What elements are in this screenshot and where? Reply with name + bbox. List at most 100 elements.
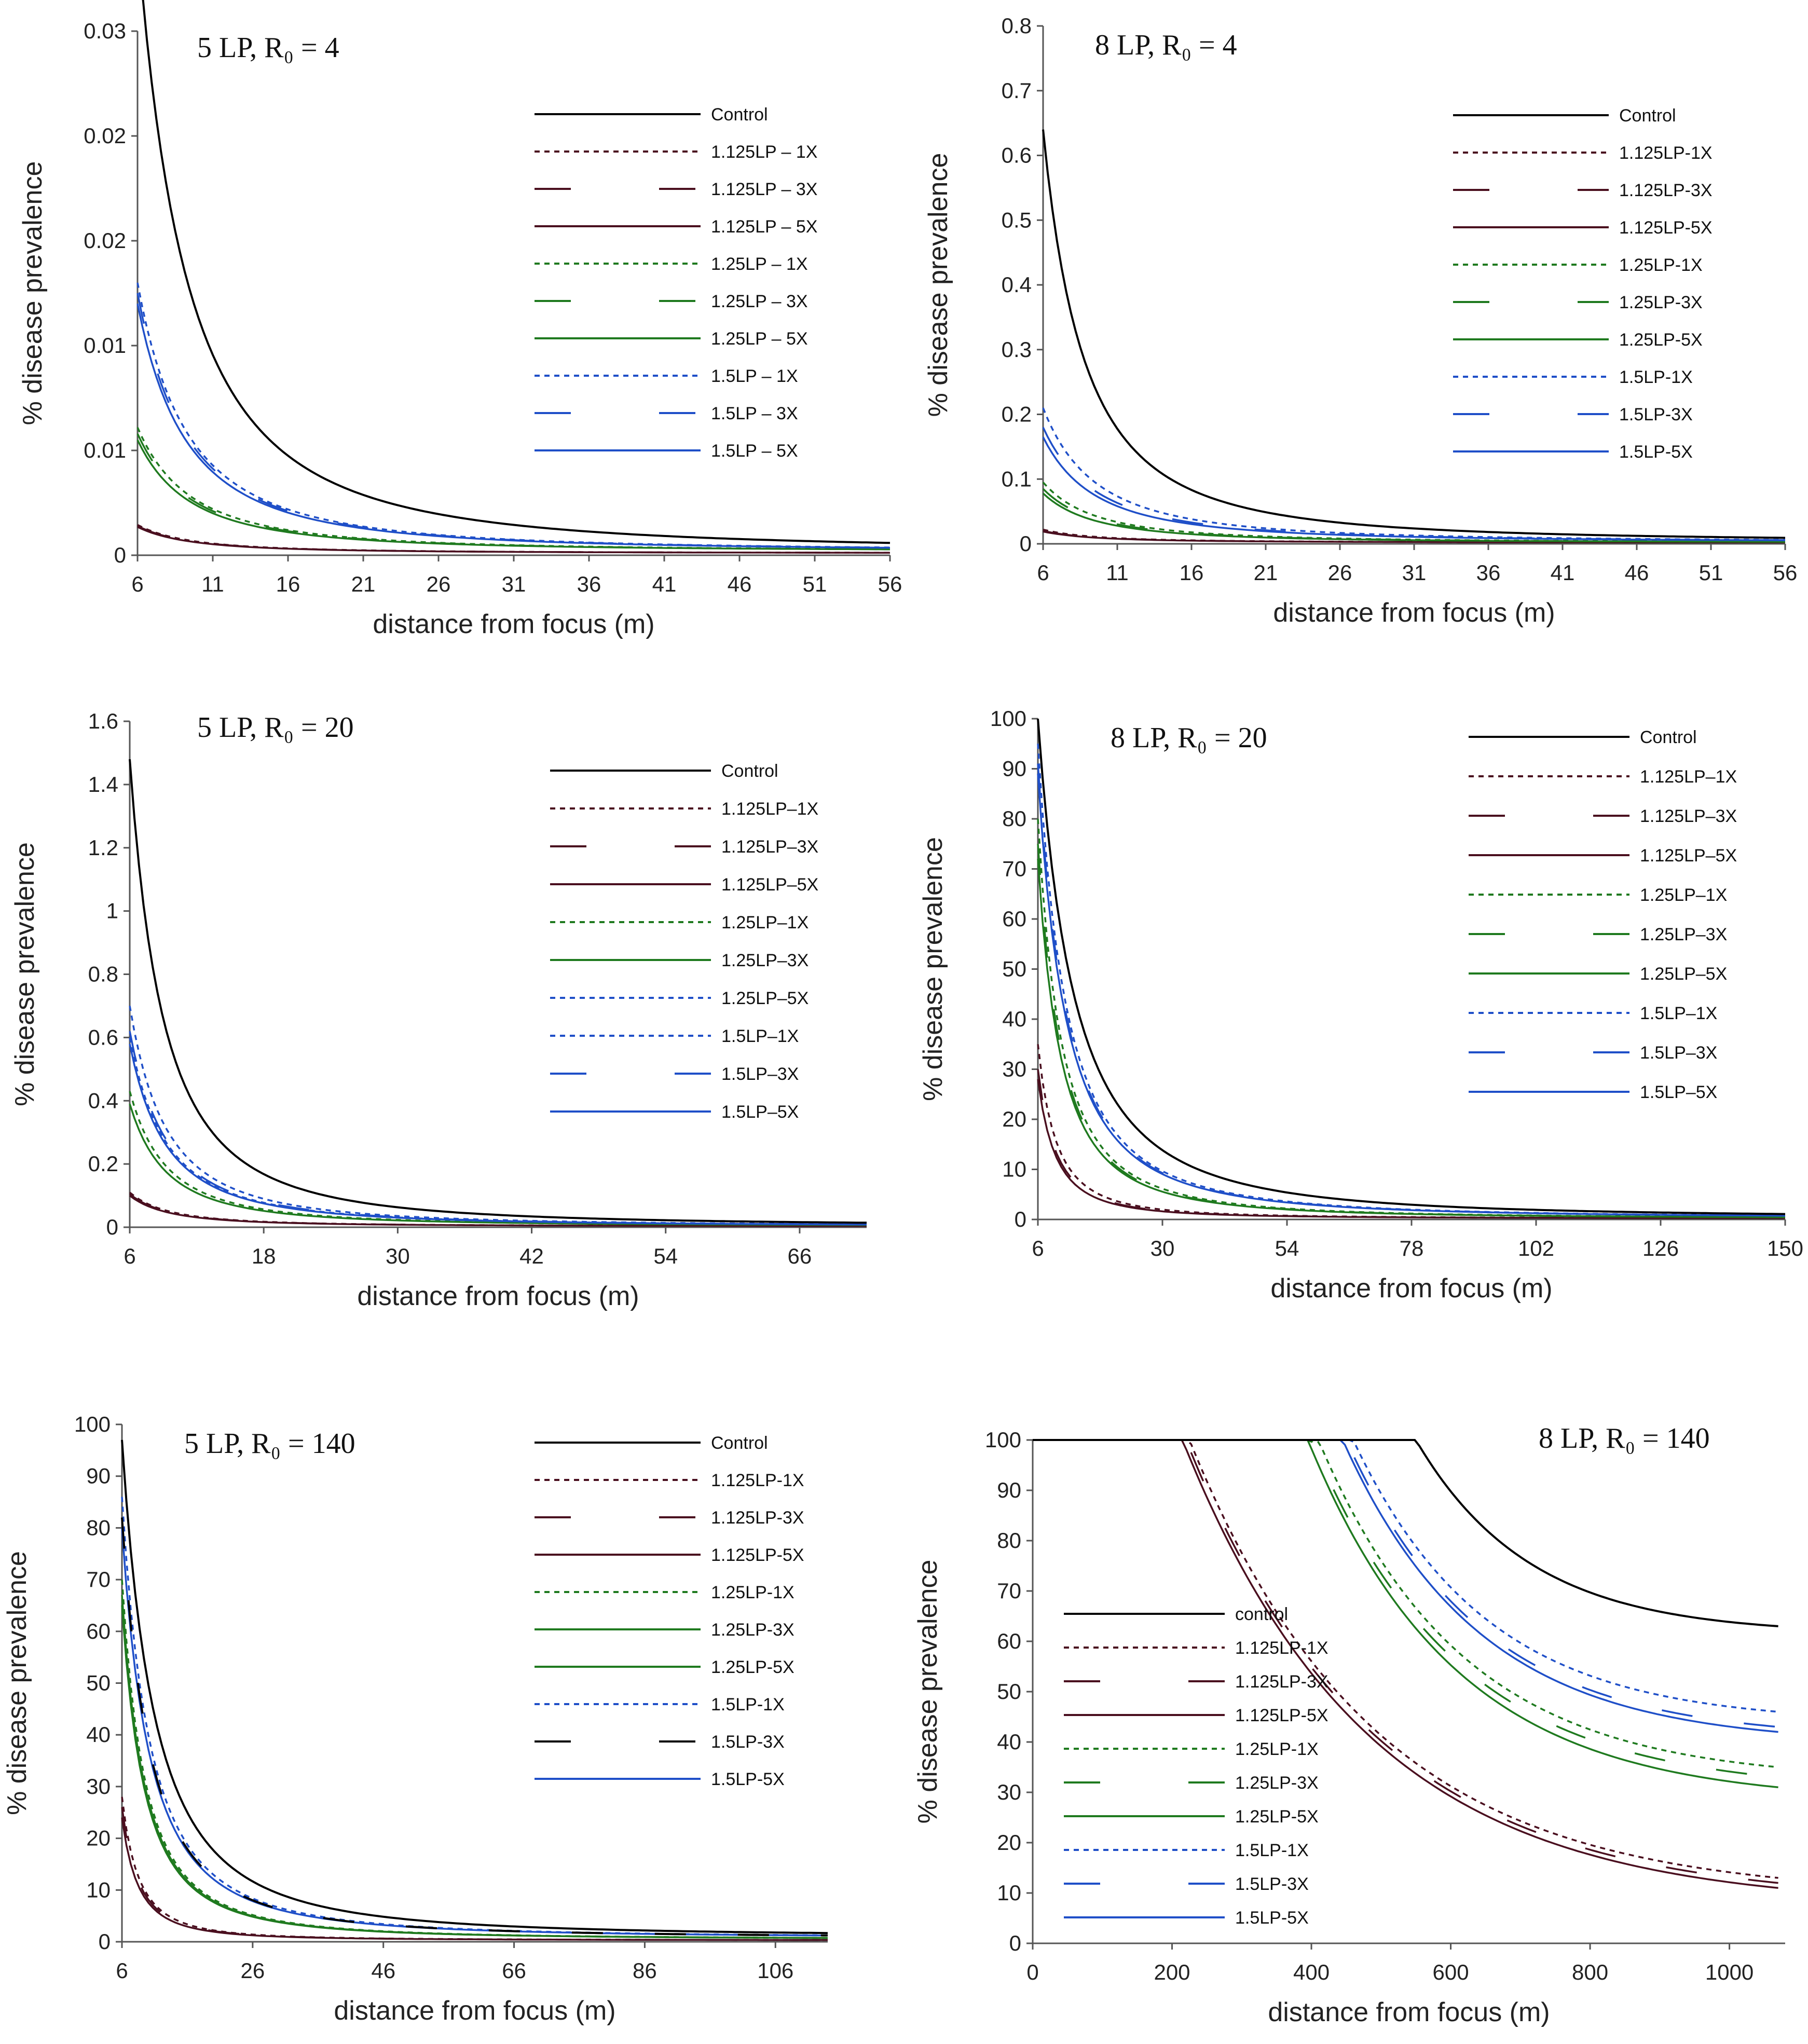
legend-label: 1.5LP-3X [1619,405,1693,424]
legend-label: 1.25LP-1X [1235,1739,1319,1759]
legend-label: Control [1619,106,1676,126]
chart-panel-5: 0 10 20 30 40 50 60 70 80 90 100 6 26 46 66 86 106 distan… [2,1412,828,2026]
legend-label: 1.125LP-1X [1619,143,1713,163]
x-axis-title: distance from focus (m) [357,1281,639,1311]
legend-label: 1.25LP-3X [711,1620,795,1640]
x-tick-label: 600 [1433,1960,1469,1984]
x-tick-label: 54 [1275,1236,1299,1260]
y-tick-label: 10 [997,1881,1021,1905]
y-tick-label: 0.6 [1002,143,1032,168]
series-line-control [1033,1439,1778,1627]
y-tick-label: 0.1 [1002,467,1032,491]
legend-label: 1.125LP–1X [1640,767,1737,787]
y-tick-label: 30 [997,1780,1021,1804]
legend-label: 1.125LP-3X [1235,1672,1328,1692]
x-tick-label: 150 [1767,1236,1803,1260]
legend-label: 1.125LP – 5X [711,217,817,237]
y-tick-label: 70 [1002,857,1026,881]
series-line-1.125LP – 5X [137,526,890,554]
legend-label: 1.5LP–5X [721,1102,799,1122]
y-tick-label: 0 [114,543,126,567]
x-tick-label: 26 [1328,560,1352,585]
x-tick-label: 21 [1254,560,1278,585]
legend-label: 1.5LP-3X [1235,1874,1309,1894]
series-line-1.5LP–3X [129,1031,867,1226]
series-line-1.5LP-5X [1042,436,1785,541]
series-line-1.125LP-3X [121,1807,828,1941]
chart-panel-1: 0 0.01 0.01 0.02 0.02 0.03 6 11 16 21 26 31 36 41 46 51… [18,0,902,639]
legend-label: 1.25LP-5X [711,1657,795,1677]
series-line-1.25LP–3X [129,1103,867,1226]
x-tick-label: 1000 [1705,1960,1754,1984]
y-tick-label: 0.3 [1002,337,1032,362]
y-tick-label: 1 [106,899,118,923]
y-tick-label: 50 [1002,957,1026,981]
legend-label: 1.25LP-1X [1619,255,1703,275]
chart-panel-3: 0 0.2 0.4 0.6 0.8 1 1.2 1.4 1.6 6 18 30 42 54 66 distan… [10,709,867,1311]
x-tick-label: 0 [1026,1960,1038,1984]
x-tick-label: 66 [788,1244,812,1268]
legend-label: 1.125LP-1X [711,1471,804,1490]
x-tick-label: 30 [386,1244,410,1268]
series-line-1.25LP-3X [1033,1439,1778,1778]
series-line-Control [1042,129,1786,539]
y-tick-label: 0.7 [1002,78,1032,103]
y-tick-label: 10 [1002,1157,1026,1182]
series-line-1.125LP–5X [129,1195,867,1227]
y-tick-label: 0 [99,1929,111,1954]
legend-label: 1.25LP – 3X [711,292,808,311]
series-line-1.5LP-1X [1033,1439,1778,1713]
y-tick-label: 1.4 [88,772,118,797]
legend-label: 1.5LP–3X [721,1064,799,1084]
x-tick-label: 54 [653,1244,678,1268]
legend-label: 1.125LP–1X [721,799,818,819]
y-tick-label: 0 [1009,1931,1021,1955]
series-line-1.125LP-1X [121,1796,828,1941]
series-line-Control [129,759,867,1224]
x-tick-label: 42 [519,1244,544,1268]
legend-label: 1.125LP–5X [721,875,818,895]
x-axis-title: distance from focus (m) [1268,1997,1550,2027]
y-tick-label: 0 [106,1215,118,1239]
x-tick-label: 30 [1150,1236,1175,1260]
x-tick-label: 800 [1572,1960,1608,1984]
x-tick-label: 78 [1400,1236,1424,1260]
legend-label: 1.125LP-5X [711,1545,804,1565]
legend: Control 1.125LP – 1X 1.125LP – 3X 1.125LP –… [535,105,817,461]
legend-label: Control [711,1433,768,1453]
legend: Control 1.125LP–1X 1.125LP–3X 1.125LP–5X 1.2… [550,761,818,1122]
series-line-1.5LP–5X [1037,774,1786,1217]
x-tick-label: 46 [728,572,752,596]
legend-label: 1.5LP–3X [1640,1043,1717,1063]
y-tick-label: 0.4 [88,1088,118,1113]
series-line-Control [142,0,891,544]
y-tick-label: 0 [1020,531,1032,556]
legend-label: 1.25LP–3X [1640,925,1727,944]
x-tick-label: 51 [1699,560,1723,585]
legend-label: 1.5LP-3X [711,1732,785,1752]
series-line-Control [1037,718,1786,1215]
y-axis-title: % disease prevalence [18,161,48,426]
y-tick-label: 1.2 [88,835,118,860]
series-line-1.25LP-5X [1042,492,1785,543]
x-axis-title: distance from focus (m) [1270,1273,1552,1304]
y-tick-label: 10 [86,1877,111,1902]
y-tick-label: 60 [86,1619,111,1643]
legend-label: 1.125LP – 3X [711,180,817,199]
x-tick-label: 41 [1551,560,1575,585]
y-tick-label: 100 [990,706,1026,731]
y-tick-label: 80 [997,1528,1021,1553]
legend-label: 1.25LP–1X [721,913,809,932]
y-tick-label: 70 [997,1579,1021,1603]
y-tick-label: 90 [1002,757,1026,781]
series-line-1.5LP-1X [1042,407,1786,541]
legend-label: Control [711,105,768,125]
legend-label: 1.5LP – 5X [711,441,798,461]
legend-label: 1.5LP – 3X [711,404,798,423]
series-line-1.5LP-5X [121,1528,828,1937]
y-tick-label: 1.6 [88,709,118,733]
y-tick-label: 60 [1002,907,1026,931]
panel-title: 5 LP, R₀ = 4 [197,32,339,64]
y-tick-label: 50 [997,1679,1021,1704]
